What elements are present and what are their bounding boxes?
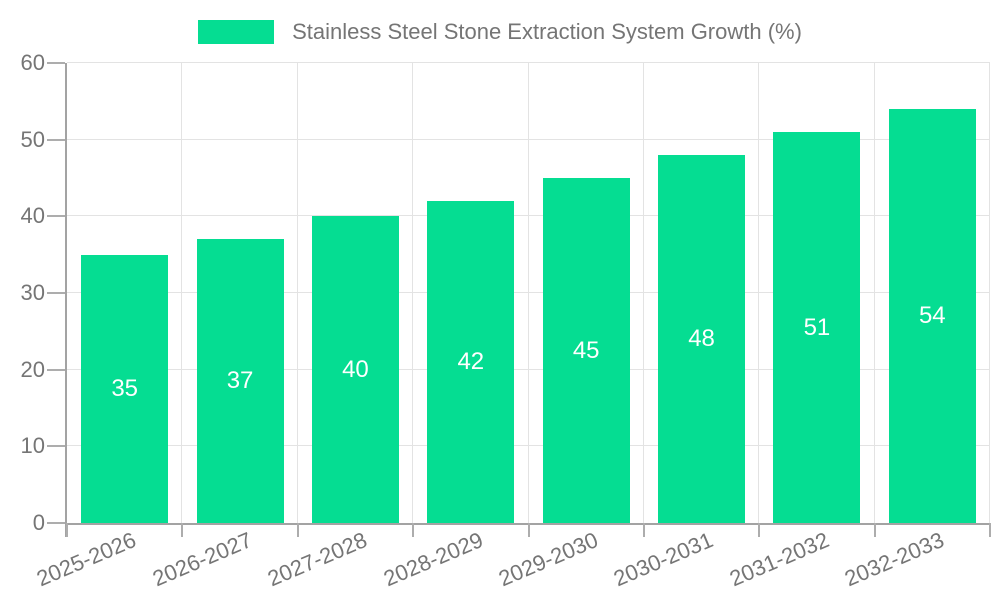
y-axis-label: 20: [20, 356, 45, 382]
v-gridline: [758, 63, 760, 523]
v-gridline: [412, 63, 414, 523]
y-axis-label: 50: [20, 126, 45, 152]
x-tick: [989, 523, 991, 537]
x-tick: [642, 523, 645, 537]
h-gridline: [67, 215, 990, 217]
bar-value-label: 48: [688, 325, 715, 352]
legend-label: Stainless Steel Stone Extraction System …: [292, 19, 802, 44]
x-axis-label: 2026-2027: [148, 527, 256, 592]
bar-value-label: 40: [342, 355, 369, 383]
v-gridline: [642, 63, 644, 523]
h-gridline: [67, 368, 990, 370]
bar[interactable]: 42: [427, 201, 515, 523]
x-tick: [296, 523, 299, 537]
bar-value-label: 45: [572, 336, 600, 364]
x-tick: [527, 523, 530, 537]
x-axis-label: 2030-2031: [610, 527, 717, 592]
y-tick: [47, 215, 65, 218]
bar-value-label: 35: [111, 374, 139, 402]
x-axis-label: 2029-2030: [494, 527, 602, 592]
bar[interactable]: 45: [542, 178, 630, 523]
x-axis-label: 2025-2026: [33, 527, 141, 592]
y-tick: [47, 445, 65, 448]
legend[interactable]: Stainless Steel Stone Extraction System …: [0, 19, 1000, 45]
v-gridline: [527, 63, 529, 523]
v-gridline: [873, 63, 875, 523]
h-gridline: [67, 292, 990, 293]
h-gridline: [67, 138, 990, 140]
x-tick: [66, 523, 68, 537]
y-tick: [47, 138, 65, 141]
bar[interactable]: 48: [658, 155, 746, 523]
x-axis-label: 2031-2032: [725, 527, 833, 592]
y-axis-label: 10: [20, 433, 45, 459]
plot-area: 0 10 20 30 40 50 60 2025-2026 2026-2027 2027-2028…: [21, 50, 991, 591]
bar[interactable]: 40: [311, 216, 399, 523]
y-axis-label: 30: [20, 280, 45, 305]
x-axis-label: 2032-2033: [841, 527, 948, 592]
bar-value-label: 54: [918, 302, 946, 329]
x-tick: [758, 523, 761, 537]
v-gridline: [989, 63, 990, 523]
v-gridline: [181, 63, 183, 523]
bar[interactable]: 54: [888, 109, 976, 523]
legend-swatch: [198, 20, 275, 44]
bar[interactable]: 37: [196, 239, 284, 523]
x-axis-label: 2028-2029: [379, 527, 487, 592]
bar-value-label: 42: [457, 348, 485, 375]
h-gridline: [67, 62, 990, 63]
y-axis-line: [65, 63, 67, 537]
x-tick: [181, 523, 184, 537]
y-tick: [47, 368, 65, 371]
bar[interactable]: 51: [773, 132, 861, 523]
y-tick: [47, 62, 65, 64]
x-axis-label: 2027-2028: [264, 527, 371, 592]
y-tick: [47, 292, 65, 294]
h-gridline: [67, 445, 990, 447]
y-axis-label: 40: [20, 203, 45, 229]
y-tick: [47, 522, 65, 524]
v-gridline: [296, 63, 298, 523]
x-tick: [873, 523, 876, 537]
y-axis-label: 0: [32, 510, 45, 535]
bar-value-label: 37: [226, 367, 254, 395]
bar[interactable]: 35: [81, 254, 169, 523]
y-axis-label: 60: [20, 50, 45, 75]
bar-value-label: 51: [803, 313, 831, 341]
x-tick: [412, 523, 415, 537]
